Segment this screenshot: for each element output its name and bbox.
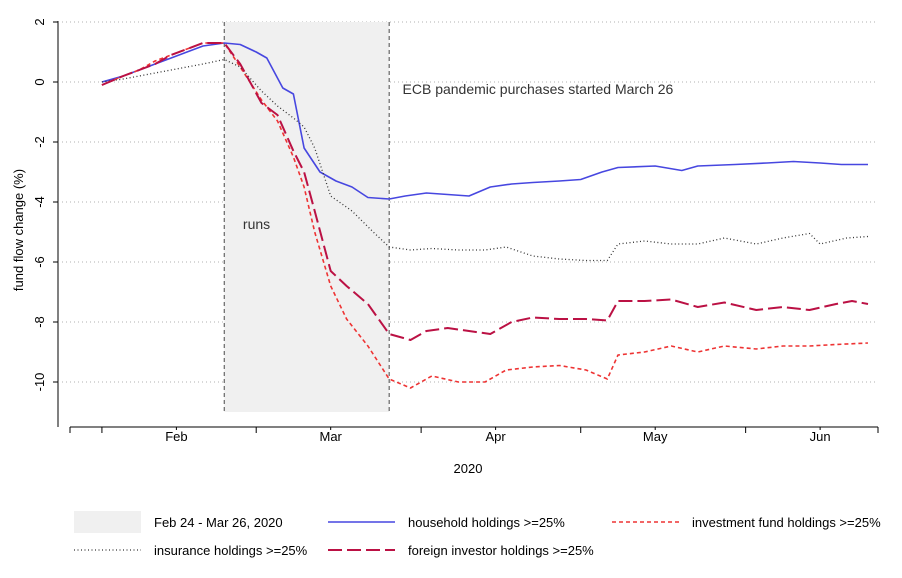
y-tick-label-4: -6 — [32, 256, 47, 268]
y-axis-title: fund flow change (%) — [11, 169, 26, 291]
x-tick-label-2: Apr — [485, 429, 506, 444]
x-tick-label-4: Jun — [810, 429, 831, 444]
y-tick-label-0: 2 — [32, 18, 47, 25]
annotations: ECB pandemic purchases started March 26 r… — [243, 81, 674, 232]
annotation-1: runs — [243, 216, 270, 232]
series-line-3 — [101, 42, 869, 341]
series-lines — [101, 42, 869, 389]
x-tick-label-3: May — [643, 429, 668, 444]
x-axis-title: 2020 — [454, 461, 483, 476]
legend-label-1: household holdings >=25% — [408, 515, 565, 530]
legend: Feb 24 - Mar 26, 2020 household holdings … — [74, 511, 881, 558]
gridlines — [58, 21, 878, 383]
x-ticks: Feb Mar Apr May Jun — [69, 427, 879, 444]
period-vlines — [223, 22, 390, 412]
y-tick-label-1: 0 — [32, 78, 47, 85]
y-ticks: 2 0 -2 -4 -6 -8 -10 — [32, 18, 58, 391]
legend-label-2: investment fund holdings >=25% — [692, 515, 881, 530]
legend-label-3: insurance holdings >=25% — [154, 543, 308, 558]
x-tick-label-1: Mar — [319, 429, 342, 444]
legend-label-4: foreign investor holdings >=25% — [408, 543, 594, 558]
y-tick-label-5: -8 — [32, 316, 47, 328]
annotation-0: ECB pandemic purchases started March 26 — [403, 81, 674, 97]
legend-label-0: Feb 24 - Mar 26, 2020 — [154, 515, 283, 530]
series-line-1 — [101, 42, 869, 389]
x-tick-label-0: Feb — [165, 429, 187, 444]
y-tick-label-3: -4 — [32, 196, 47, 208]
series-line-2 — [101, 58, 869, 262]
series-line-0 — [101, 42, 868, 200]
y-tick-label-6: -10 — [32, 373, 47, 392]
legend-swatch-0 — [74, 511, 141, 533]
y-tick-label-2: -2 — [32, 136, 47, 148]
